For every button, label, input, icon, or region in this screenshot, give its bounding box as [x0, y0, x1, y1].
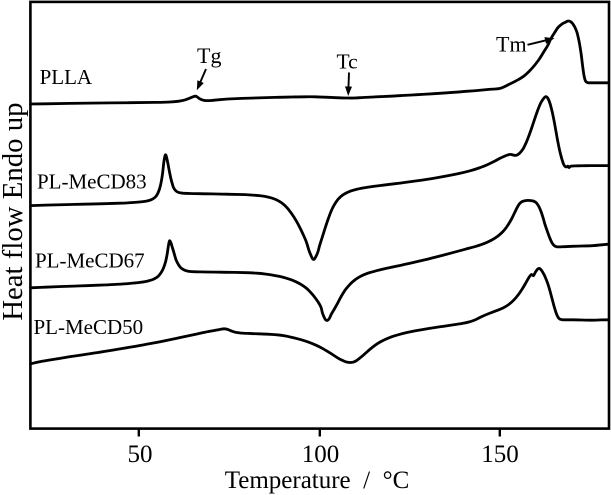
svg-text:PLLA: PLLA	[40, 65, 93, 89]
svg-text:PL-MeCD83: PL-MeCD83	[37, 170, 147, 194]
svg-text:Heat flow Endo up: Heat flow Endo up	[0, 102, 29, 320]
svg-text:Tg: Tg	[197, 43, 221, 68]
svg-text:50: 50	[128, 441, 153, 468]
svg-text:Temperature / °C: Temperature / °C	[225, 467, 410, 494]
svg-text:PL-MeCD67: PL-MeCD67	[35, 249, 145, 273]
svg-text:Tm: Tm	[496, 32, 527, 57]
svg-text:150: 150	[481, 441, 519, 468]
svg-text:Tc: Tc	[337, 50, 358, 74]
svg-text:100: 100	[302, 441, 340, 468]
svg-text:PL-MeCD50: PL-MeCD50	[34, 315, 144, 339]
